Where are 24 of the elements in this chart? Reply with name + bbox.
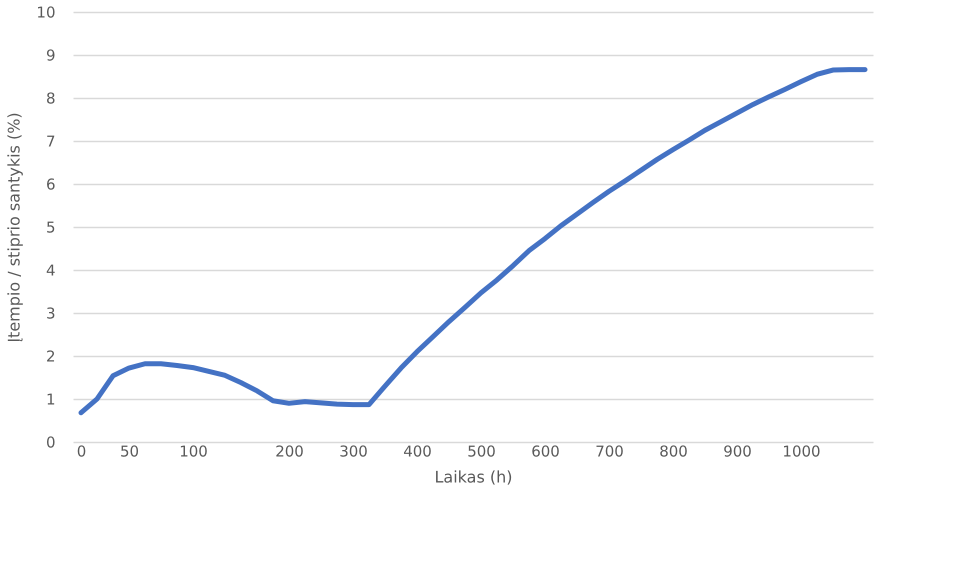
x-tick-label: 700 — [595, 442, 624, 460]
y-axis-title: Įtempio / stiprio santykis (%) — [4, 112, 24, 343]
y-tick-label: 5 — [46, 218, 56, 236]
y-tick-label: 4 — [46, 262, 56, 280]
y-tick-label: 10 — [36, 4, 56, 22]
x-tick-label: 800 — [659, 442, 688, 460]
x-tick-label: 100 — [179, 442, 208, 460]
x-tick-label: 400 — [403, 442, 432, 460]
y-tick-label: 3 — [46, 304, 56, 322]
x-axis-title: Laikas (h) — [434, 468, 512, 486]
y-tick-label: 7 — [46, 132, 56, 150]
y-tick-label: 9 — [46, 46, 56, 64]
x-tick-label: 50 — [120, 442, 140, 460]
x-tick-label: 1000 — [782, 442, 821, 460]
y-tick-label: 8 — [46, 90, 56, 108]
x-tick-label: 600 — [531, 442, 560, 460]
x-tick-label: 900 — [723, 442, 752, 460]
y-tick-label: 2 — [46, 348, 56, 366]
x-tick-label: 300 — [339, 442, 368, 460]
x-tick-label: 200 — [275, 442, 304, 460]
x-tick-label: 500 — [467, 442, 496, 460]
y-tick-label: 1 — [46, 390, 56, 408]
y-tick-label: 6 — [46, 176, 56, 194]
x-tick-label: 0 — [76, 442, 86, 460]
